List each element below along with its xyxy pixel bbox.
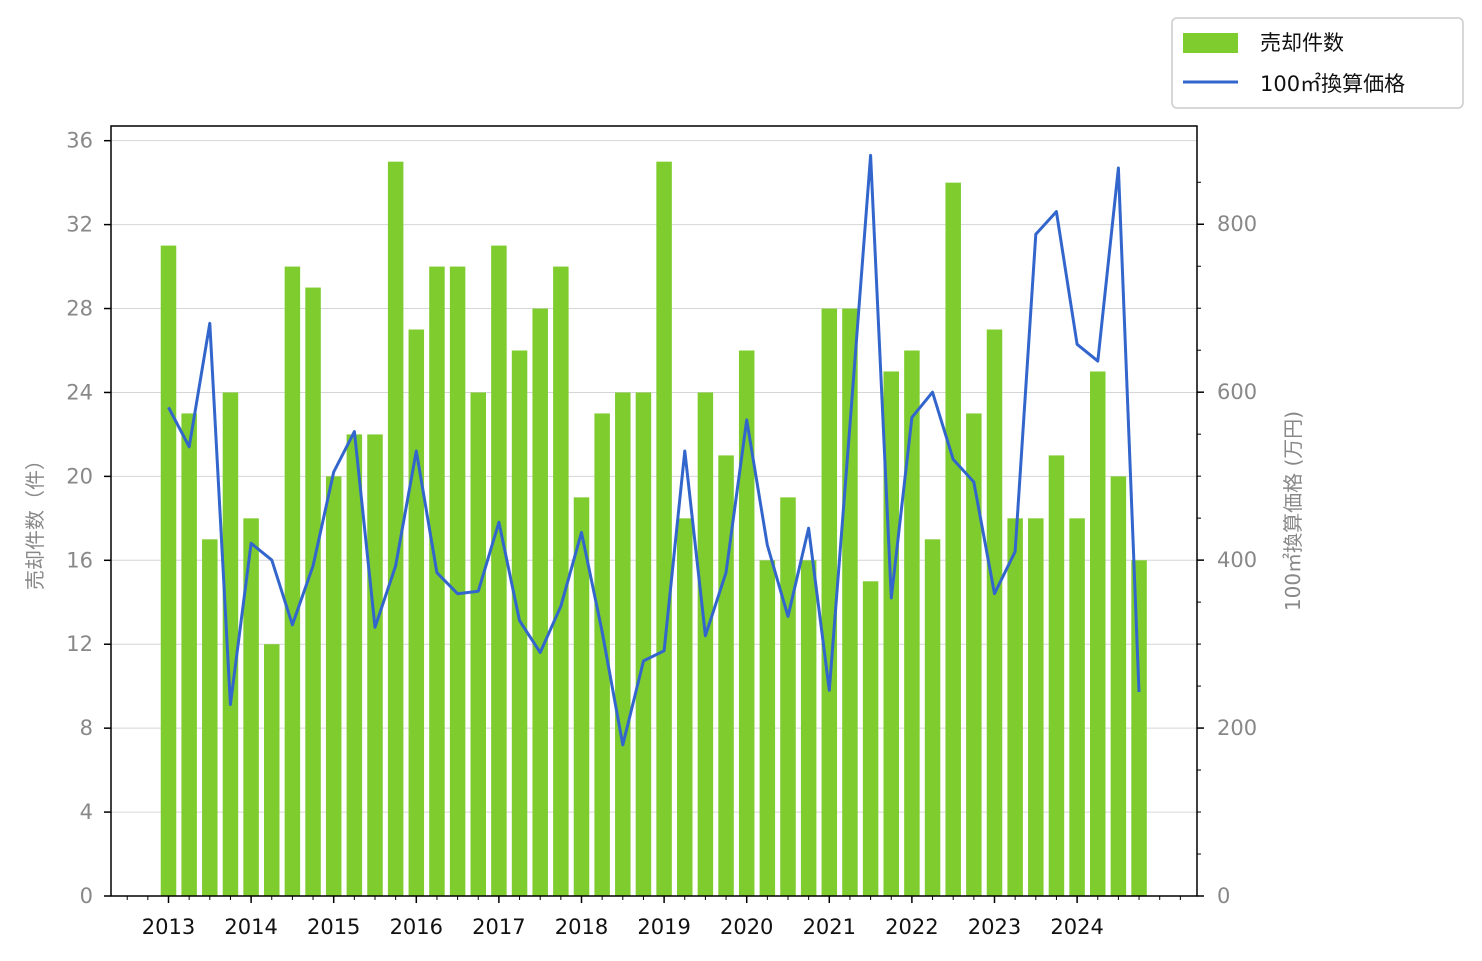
sales-count-bar bbox=[387, 161, 404, 896]
left-axis-tick-label: 28 bbox=[66, 297, 93, 321]
sales-count-bar bbox=[1069, 518, 1085, 896]
x-axis-tick-label: 2020 bbox=[720, 915, 773, 939]
sales-count-bar bbox=[1048, 455, 1065, 896]
sales-count-bar bbox=[1110, 476, 1127, 896]
right-axis-tick-label: 0 bbox=[1217, 884, 1230, 908]
sales-count-bar bbox=[325, 476, 342, 896]
right-axis-tick-label: 800 bbox=[1217, 212, 1257, 236]
sales-count-bar bbox=[202, 539, 218, 896]
legend-label-price: 100㎡換算価格 bbox=[1260, 72, 1405, 96]
legend: 売却件数 100㎡換算価格 bbox=[1171, 17, 1464, 109]
legend-frame bbox=[1171, 17, 1464, 109]
sales-count-bar bbox=[1090, 371, 1106, 897]
sales-count-bar bbox=[264, 644, 280, 896]
x-axis-tick-label: 2022 bbox=[885, 915, 938, 939]
sales-count-bar bbox=[222, 392, 239, 896]
x-axis-tick-label: 2023 bbox=[968, 915, 1021, 939]
sales-count-bar bbox=[429, 266, 445, 896]
sales-count-bar bbox=[1131, 560, 1147, 896]
sales-count-bar bbox=[1028, 518, 1044, 896]
sales-count-bar bbox=[759, 560, 776, 896]
right-axis-label: 100㎡換算価格 (万円) bbox=[1281, 411, 1305, 611]
sales-count-bar bbox=[367, 434, 383, 896]
right-axis-tick-label: 400 bbox=[1217, 548, 1257, 572]
sales-count-bar bbox=[862, 581, 879, 896]
sales-count-bar bbox=[1007, 518, 1023, 896]
sales-count-bar bbox=[408, 329, 425, 896]
sales-count-bar bbox=[800, 560, 817, 896]
price-line-series bbox=[167, 153, 1141, 747]
plot-frame bbox=[110, 125, 1198, 897]
x-axis-tick-label: 2019 bbox=[637, 915, 690, 939]
sales-count-bar bbox=[945, 182, 961, 896]
right-axis-tick-label: 200 bbox=[1217, 716, 1257, 740]
x-axis-tick-label: 2015 bbox=[307, 915, 360, 939]
sales-count-bar bbox=[284, 266, 301, 896]
x-axis-tick-label: 2017 bbox=[472, 915, 525, 939]
sales-count-bar bbox=[780, 497, 796, 896]
sales-count-bar bbox=[904, 350, 920, 896]
sales-count-bar bbox=[305, 287, 321, 897]
sales-count-bar bbox=[842, 308, 858, 896]
left-axis-tick-label: 32 bbox=[66, 213, 93, 237]
sales-count-bars bbox=[160, 161, 1147, 897]
x-axis-tick-label: 2013 bbox=[142, 915, 195, 939]
left-axis-tick-label: 16 bbox=[66, 548, 93, 572]
x-axis-tick-label: 2021 bbox=[803, 915, 856, 939]
sales-count-bar bbox=[677, 518, 693, 896]
legend-label-sales-count: 売却件数 bbox=[1260, 31, 1344, 55]
sales-count-bar bbox=[615, 392, 631, 896]
sales-count-bar bbox=[594, 413, 610, 896]
sales-count-bar bbox=[966, 413, 982, 896]
sales-count-bar bbox=[821, 308, 838, 896]
left-axis-tick-label: 20 bbox=[66, 464, 93, 488]
left-axis-tick-label: 24 bbox=[66, 380, 93, 404]
sales-count-bar bbox=[449, 266, 466, 896]
left-axis-tick-label: 8 bbox=[80, 716, 93, 740]
left-axis-tick-label: 12 bbox=[66, 632, 93, 656]
x-axis-tick-label: 2018 bbox=[555, 915, 608, 939]
sales-count-bar bbox=[697, 392, 714, 896]
sales-count-bar bbox=[986, 329, 1003, 896]
legend-swatch-sales-count bbox=[1183, 33, 1238, 53]
sales-count-bar bbox=[635, 392, 652, 896]
x-axis-tick-label: 2016 bbox=[390, 915, 443, 939]
sales-count-bar bbox=[656, 161, 672, 896]
sales-count-bar bbox=[160, 245, 177, 896]
sales-count-bar bbox=[738, 350, 755, 896]
sales-count-bar bbox=[553, 266, 569, 896]
sales-count-bar bbox=[346, 434, 363, 896]
left-axis-label: 売却件数（件） bbox=[23, 450, 47, 590]
price-line bbox=[167, 153, 1141, 747]
sales-count-bar bbox=[532, 308, 548, 896]
sales-count-bar bbox=[718, 455, 734, 896]
sales-count-bar bbox=[181, 413, 197, 896]
left-axis-tick-label: 36 bbox=[66, 129, 93, 153]
sales-count-bar bbox=[924, 539, 941, 896]
sales-count-bar bbox=[573, 497, 590, 896]
right-axis-tick-label: 600 bbox=[1217, 380, 1257, 404]
sales-count-bar bbox=[470, 392, 486, 896]
sales-count-bar bbox=[491, 245, 507, 896]
x-axis-tick-label: 2024 bbox=[1050, 915, 1103, 939]
left-axis-tick-label: 0 bbox=[80, 884, 93, 908]
left-axis-tick-label: 4 bbox=[80, 800, 93, 824]
sales-count-bar bbox=[243, 518, 259, 896]
x-axis-tick-label: 2014 bbox=[224, 915, 277, 939]
